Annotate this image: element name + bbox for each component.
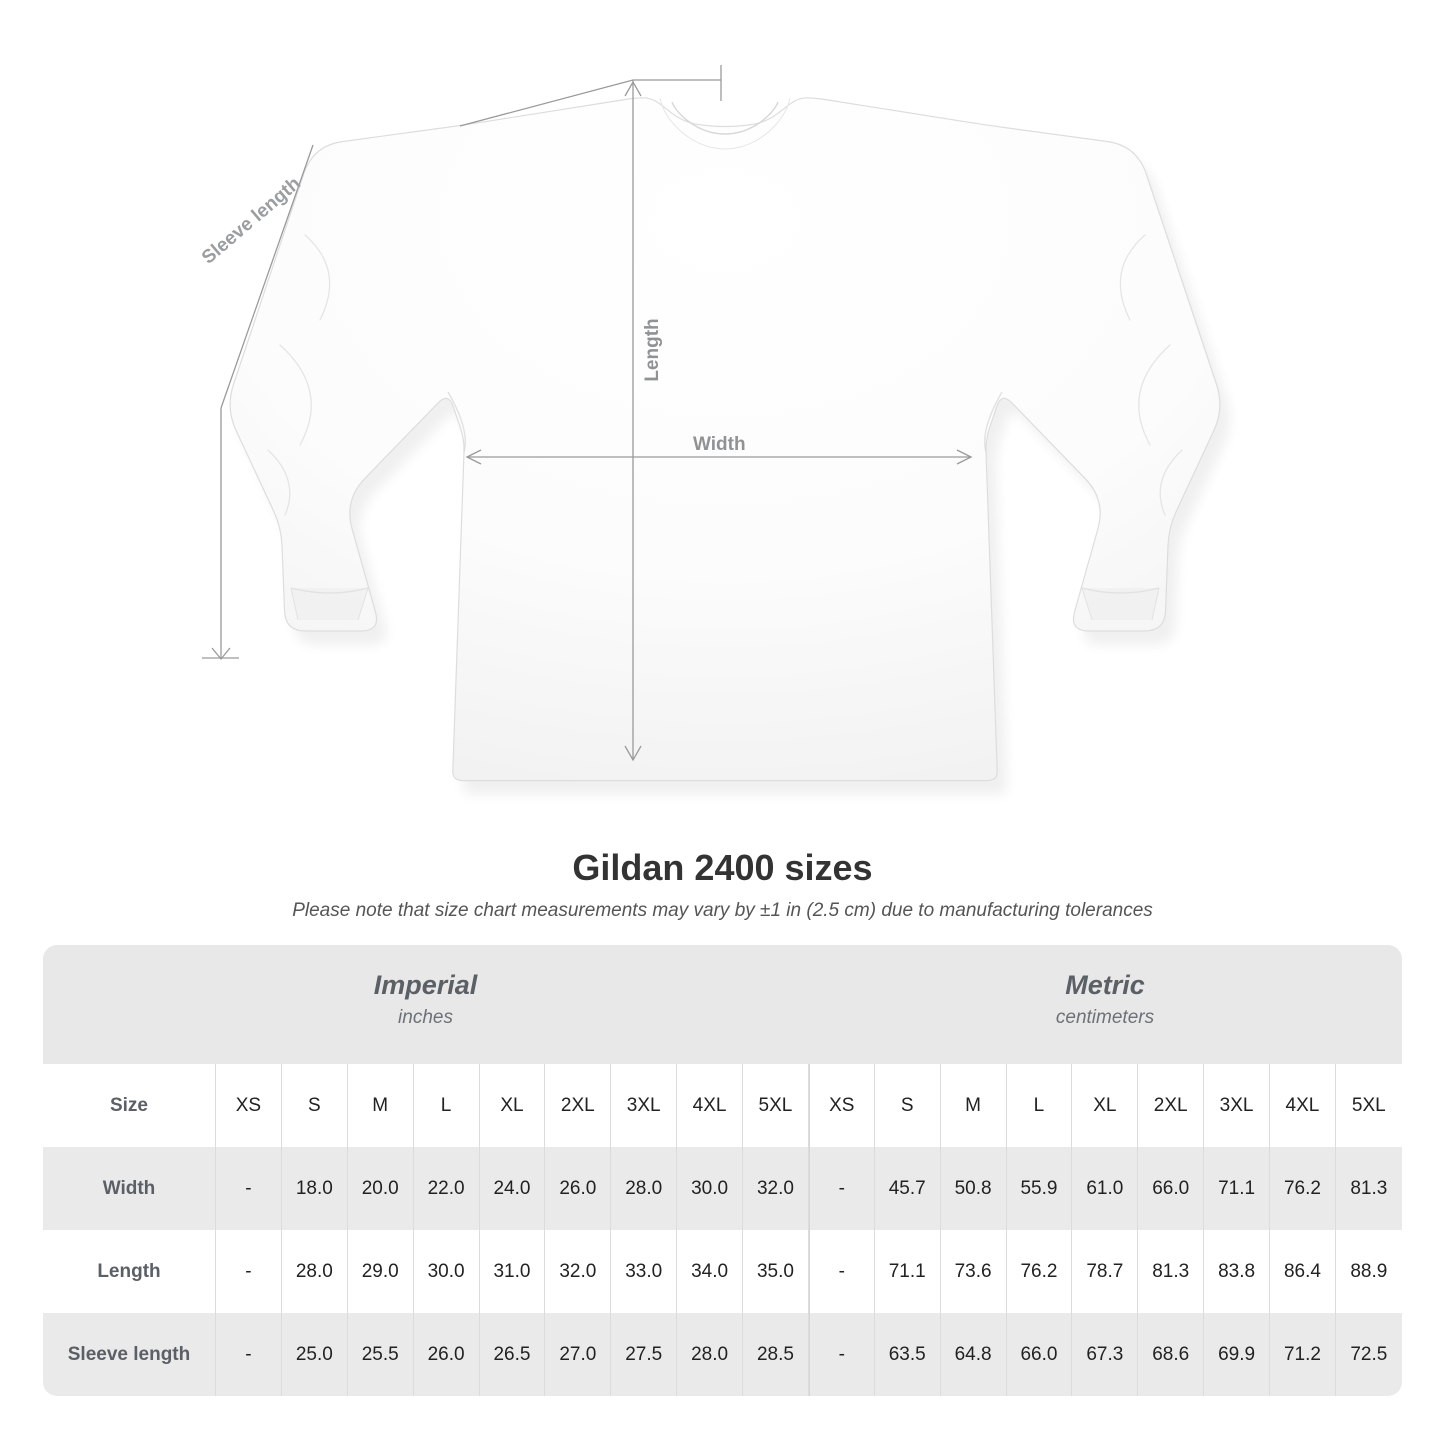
svg-text:Width: Width: [693, 434, 746, 455]
svg-text:Length: Length: [642, 318, 663, 381]
